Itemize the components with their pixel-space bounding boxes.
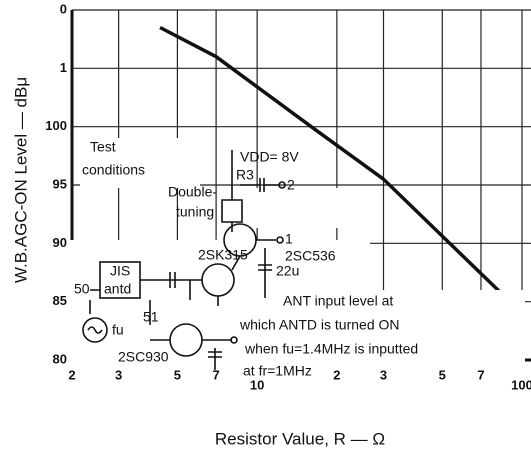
y-tick-label: 90	[53, 235, 67, 250]
jis-box	[99, 261, 141, 299]
x-tick-label: 2	[333, 367, 340, 382]
annotation: 2SK315	[198, 247, 248, 263]
annotation: ANT input level at	[283, 293, 393, 309]
x-tick-label: 3	[115, 367, 122, 382]
label-bg	[225, 290, 525, 385]
circuit	[256, 239, 276, 298]
annotation: 50	[74, 281, 90, 297]
x-tick-label: 7	[212, 367, 219, 382]
annotation: 2	[287, 177, 295, 193]
annotation: at fr=1MHz	[243, 363, 312, 379]
annotation: Double-	[168, 184, 217, 200]
annotation: antd	[104, 281, 131, 297]
annotation: 51	[143, 309, 159, 325]
source-wave	[87, 326, 103, 334]
y-tick-label: 0	[60, 1, 67, 16]
annotation: 22u	[276, 263, 299, 279]
y-tick-label: 85	[53, 293, 67, 308]
annotation: 2SC536	[285, 248, 336, 264]
y-axis-label: W.B.AGC-ON Level — dBμ	[11, 77, 30, 283]
circuit	[89, 289, 170, 341]
annotation: JIS	[110, 263, 130, 279]
annotation: which ANTD is turned ON	[239, 317, 400, 333]
y-tick-label: 80	[53, 351, 67, 366]
x-axis-label: Resistor Value, R — Ω	[215, 429, 385, 448]
x-tick-label: 5	[174, 367, 181, 382]
annotation: R3	[236, 167, 254, 183]
annotation: tuning	[176, 204, 214, 220]
x-tick-label: 7	[477, 367, 484, 382]
circuit	[202, 339, 232, 370]
x-tick-label: 100	[511, 377, 531, 392]
annotation: 2SC930	[118, 349, 169, 365]
annotation: when fu=1.4MHz is inputted	[244, 341, 418, 357]
plot	[159, 25, 524, 315]
line	[159, 25, 524, 315]
y-tick-label: 95	[53, 176, 67, 191]
x-tick-label: 2	[68, 367, 75, 382]
annotation: fu	[112, 322, 124, 338]
y-tick-label: 100	[45, 118, 67, 133]
terminal	[278, 181, 286, 189]
y-tick-label: 1	[60, 60, 67, 75]
annotation: 1	[285, 231, 293, 247]
label-bg	[80, 138, 200, 188]
x-tick-label: 5	[439, 367, 446, 382]
label-bg	[230, 188, 380, 228]
annotation: Test	[90, 139, 116, 155]
annotation: VDD= 8V	[240, 149, 299, 165]
terminal	[276, 236, 284, 244]
terminal	[230, 336, 238, 344]
source	[82, 317, 108, 343]
annotation: conditions	[82, 162, 145, 178]
x-tick-label: 10	[250, 377, 264, 392]
x-tick-label: 3	[380, 367, 387, 382]
circuit	[140, 255, 241, 306]
schematic: Test conditions VDD= 8V R3 Double- tunin…	[70, 138, 525, 385]
